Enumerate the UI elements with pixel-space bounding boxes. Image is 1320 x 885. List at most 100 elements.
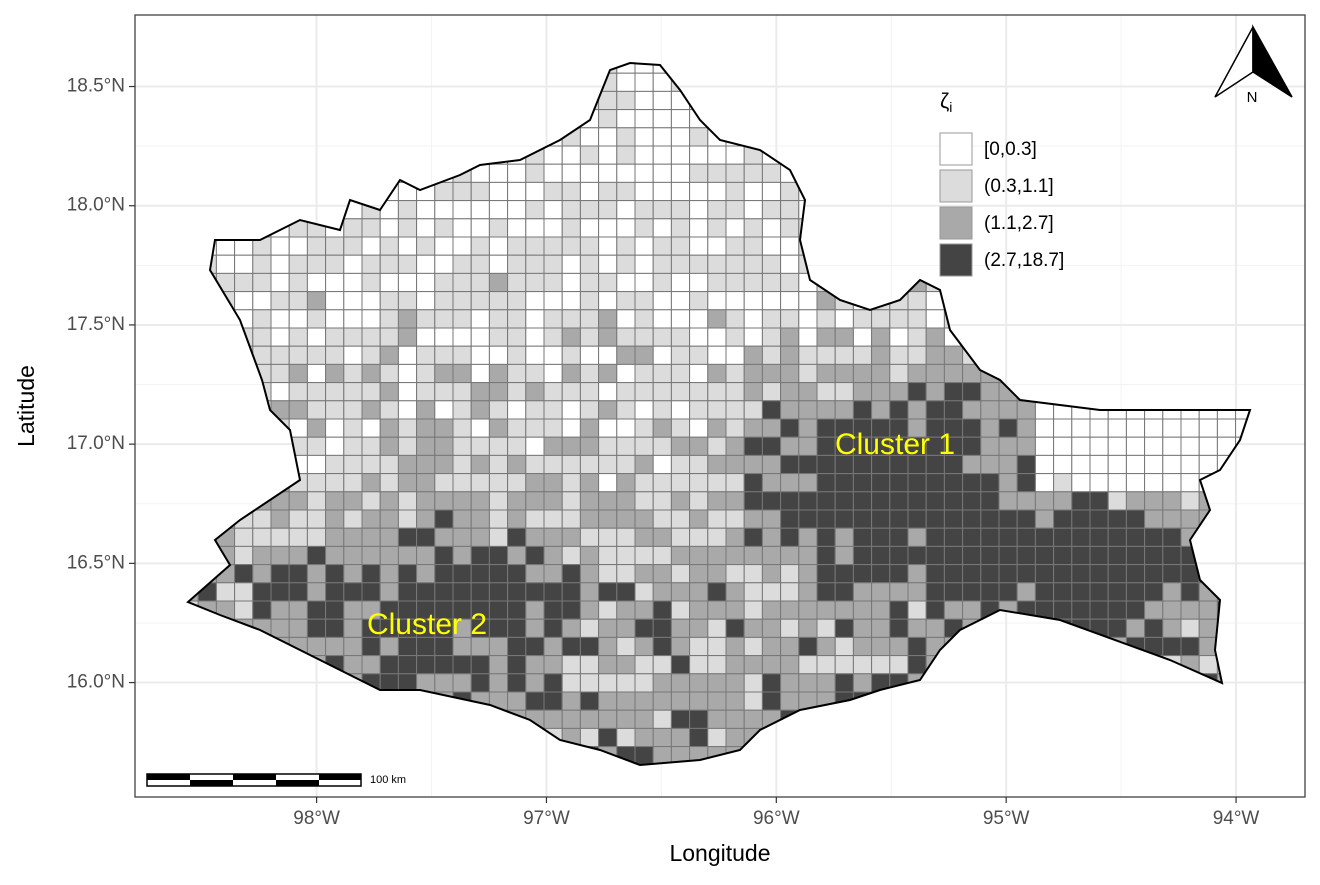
grid-cell (452, 527, 472, 547)
grid-cell (1089, 418, 1109, 438)
grid-cell (1089, 527, 1109, 547)
grid-cell (270, 509, 290, 529)
grid-cell (525, 600, 545, 620)
grid-cell (325, 272, 345, 293)
grid-cell (1053, 600, 1073, 620)
grid-cell (943, 564, 964, 584)
grid-cell (470, 509, 490, 529)
grid-cell (561, 673, 581, 693)
grid-cell (452, 181, 472, 202)
grid-cell (707, 545, 727, 566)
grid-cell (616, 382, 636, 402)
grid-cell (1180, 491, 1200, 511)
grid-cell (379, 236, 399, 256)
grid-cell (306, 272, 327, 293)
grid-cell (725, 236, 745, 256)
grid-cell (689, 491, 709, 511)
grid-cell (1144, 418, 1164, 438)
grid-cell (470, 436, 490, 456)
grid-cell (743, 345, 763, 365)
grid-cell (852, 509, 873, 529)
grid-cell (943, 545, 964, 566)
grid-cell (816, 564, 836, 584)
grid-cell (488, 254, 509, 274)
grid-cell (361, 527, 381, 547)
grid-cell (925, 363, 945, 384)
grid-cell (270, 618, 290, 638)
grid-cell (707, 691, 727, 711)
grid-cell (725, 382, 745, 402)
grid-cell (852, 582, 873, 602)
grid-cell (598, 254, 618, 274)
grid-cell (943, 582, 964, 602)
grid-cell (1162, 473, 1182, 493)
grid-cell (525, 200, 545, 220)
grid-cell (652, 181, 672, 202)
grid-cell (507, 509, 527, 529)
grid-cell (452, 200, 472, 220)
grid-cell (525, 272, 545, 293)
grid-cell (852, 382, 873, 402)
grid-cell (1107, 545, 1127, 566)
grid-cell (1198, 454, 1218, 475)
grid-cell (725, 272, 745, 293)
grid-cell (761, 163, 782, 183)
grid-cell (507, 363, 527, 384)
grid-cell (452, 454, 472, 475)
grid-cell (325, 564, 345, 584)
grid-cell (670, 636, 691, 657)
grid-cell (707, 200, 727, 220)
grid-cell (634, 618, 654, 638)
grid-cell (525, 473, 545, 493)
grid-cell (361, 254, 381, 274)
grid-cell (343, 291, 363, 311)
grid-cell (579, 200, 600, 220)
grid-cell (652, 582, 672, 602)
grid-cell (543, 200, 563, 220)
grid-cell (397, 218, 418, 238)
grid-cell (507, 454, 527, 475)
grid-cell (725, 691, 745, 711)
y-tick-label: 17.5°N (67, 314, 125, 335)
grid-cell (907, 564, 927, 584)
grid-cell (707, 382, 727, 402)
grid-cell (634, 382, 654, 402)
grid-cell (962, 545, 982, 566)
grid-cell (907, 309, 927, 329)
grid-cell (798, 564, 818, 584)
x-axis-title: Longitude (669, 840, 770, 866)
grid-cell (288, 382, 308, 402)
grid-cell (470, 291, 490, 311)
grid-cell (325, 509, 345, 529)
y-tick-label: 16.0°N (67, 672, 125, 693)
grid-cell (525, 545, 545, 566)
grid-cell (434, 673, 454, 693)
y-axis-title: Latitude (13, 365, 39, 447)
y-tick-label: 18.0°N (67, 195, 125, 216)
grid-cell (761, 564, 782, 584)
grid-cell (707, 709, 727, 729)
grid-cell (816, 363, 836, 384)
grid-cell (507, 473, 527, 493)
grid-cell (470, 200, 490, 220)
grid-cell (998, 564, 1018, 584)
legend-swatch (939, 243, 973, 277)
grid-cell (561, 636, 581, 657)
grid-cell (670, 218, 691, 238)
grid-cell (725, 418, 745, 438)
grid-cell (725, 454, 745, 475)
grid-cell (306, 382, 327, 402)
grid-cell (743, 564, 763, 584)
scale-bar (146, 773, 362, 787)
grid-cell (434, 545, 454, 566)
grid-cell (1180, 454, 1200, 475)
grid-cell (579, 582, 600, 602)
grid-cell (416, 254, 436, 274)
grid-cell (1180, 600, 1200, 620)
grid-cell (434, 582, 454, 602)
grid-cell (616, 691, 636, 711)
grid-cell (743, 163, 763, 183)
north-label: N (1247, 89, 1258, 106)
grid-cell (361, 309, 381, 329)
grid-cell (416, 473, 436, 493)
